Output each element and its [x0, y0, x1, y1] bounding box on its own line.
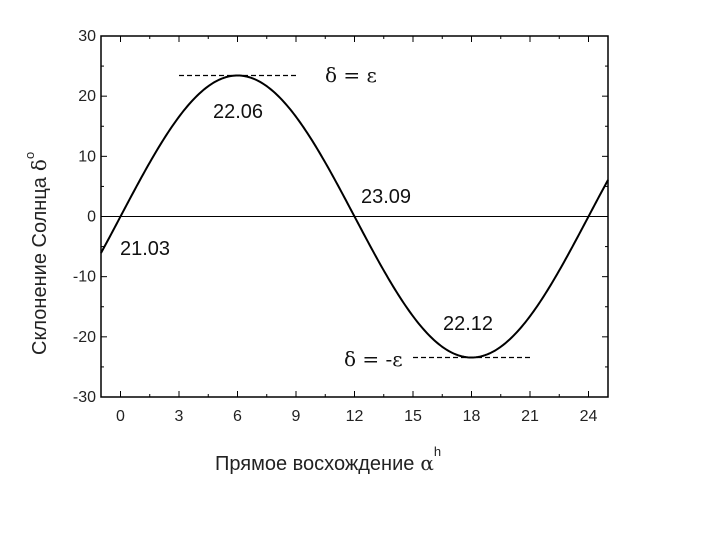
- declination-curve: [100, 74, 609, 359]
- annotation-label: 21.03: [120, 238, 170, 260]
- y-tick-label: -10: [73, 269, 96, 286]
- x-tick-label: 6: [233, 408, 242, 425]
- y-tick-label: 0: [87, 209, 96, 226]
- y-tick-label: 30: [78, 28, 96, 45]
- x-axis-superscript: h: [434, 444, 441, 459]
- y-axis-title: Склонение Солнцаδo: [22, 152, 51, 355]
- x-tick-label: 12: [346, 408, 364, 425]
- y-tick-label: 20: [78, 88, 96, 105]
- x-axis-title: Прямое восхождение αh: [215, 444, 441, 475]
- alpha-symbol: α: [420, 451, 434, 475]
- annotation-label: 22.12: [443, 313, 493, 335]
- x-tick-label: 24: [580, 408, 598, 425]
- plot-frame: [100, 35, 609, 398]
- x-tick-label: 21: [521, 408, 539, 425]
- y-tick-label: -20: [73, 329, 96, 346]
- y-tick-label: 10: [78, 148, 96, 165]
- y-axis-superscript: o: [22, 152, 37, 159]
- x-tick-label: 18: [463, 408, 481, 425]
- reference-label-negative: δ = -ε: [344, 347, 403, 371]
- x-tick-label: 0: [116, 408, 125, 425]
- annotation-label: 22.06: [213, 101, 263, 123]
- y-tick-label: -30: [73, 389, 96, 406]
- x-tick-label: 15: [404, 408, 422, 425]
- reference-label-positive: δ = ε: [325, 63, 377, 87]
- delta-symbol: δ: [27, 159, 51, 171]
- x-tick-label: 9: [292, 408, 301, 425]
- annotation-label: 23.09: [361, 186, 411, 208]
- x-tick-label: 3: [175, 408, 184, 425]
- axis-tick-labels: 0 3 6 9 12 15 18 21 24 -30 -20 -10 0 10 20 30: [73, 28, 598, 425]
